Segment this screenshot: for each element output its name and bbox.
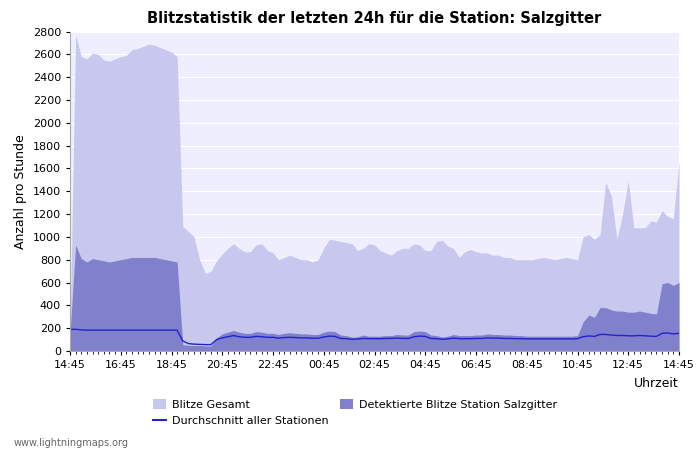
Legend: Blitze Gesamt, Durchschnitt aller Stationen, Detektierte Blitze Station Salzgitt: Blitze Gesamt, Durchschnitt aller Statio…	[148, 395, 561, 430]
Title: Blitzstatistik der letzten 24h für die Station: Salzgitter: Blitzstatistik der letzten 24h für die S…	[148, 11, 601, 26]
Y-axis label: Anzahl pro Stunde: Anzahl pro Stunde	[14, 134, 27, 248]
Text: www.lightningmaps.org: www.lightningmaps.org	[14, 438, 129, 448]
Text: Uhrzeit: Uhrzeit	[634, 377, 679, 390]
